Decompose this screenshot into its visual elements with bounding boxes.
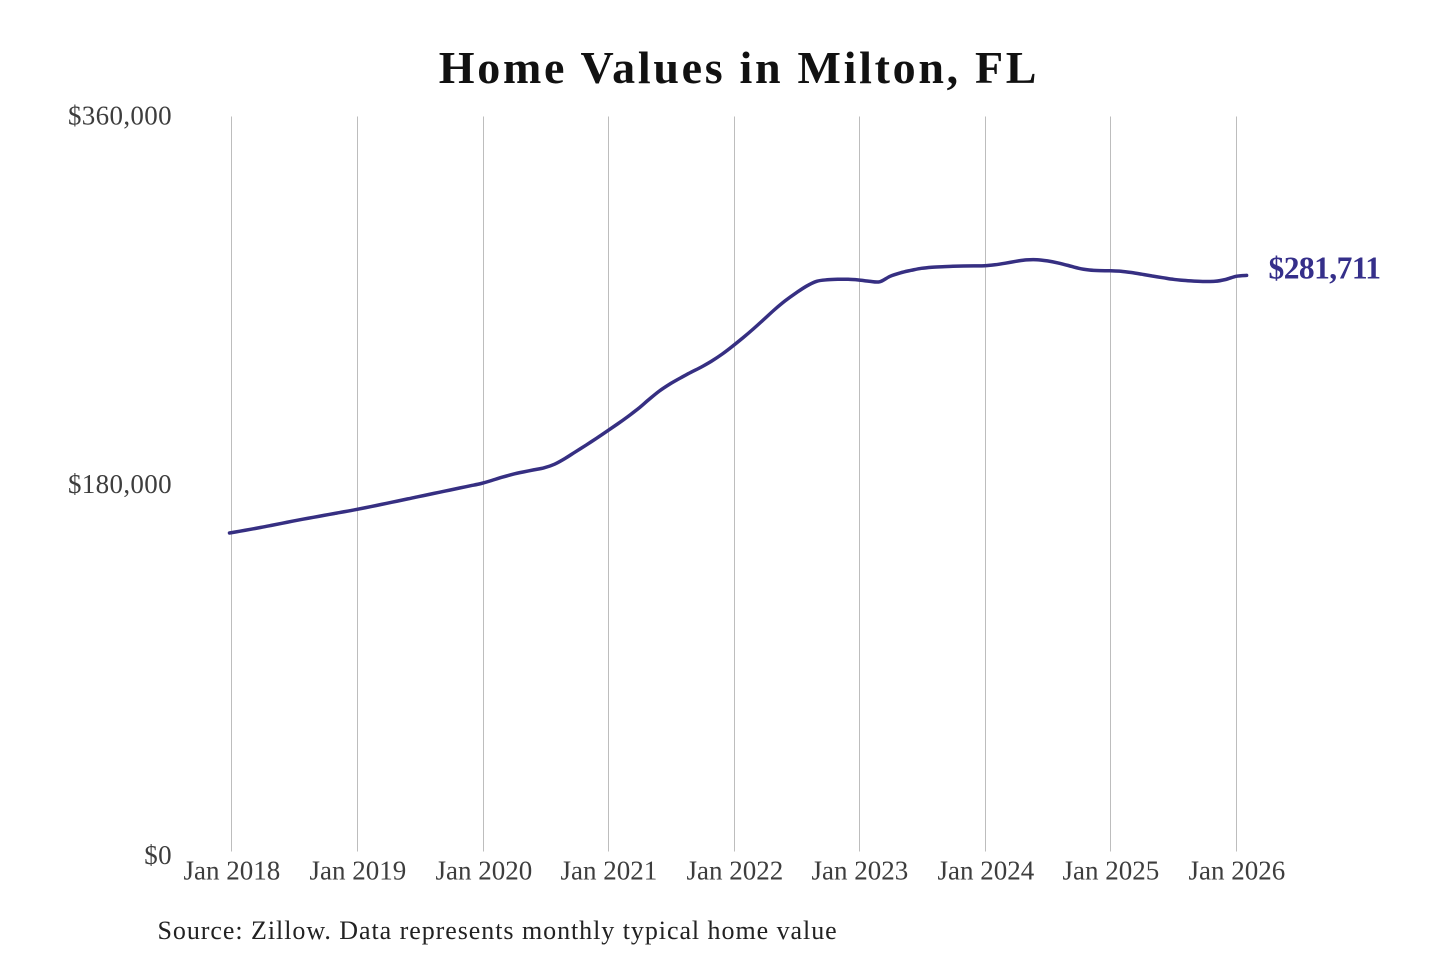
svg-text:Jan 2021: Jan 2021	[561, 856, 658, 886]
svg-text:Jan 2025: Jan 2025	[1063, 856, 1160, 886]
svg-text:$360,000: $360,000	[68, 101, 172, 131]
svg-text:Jan 2019: Jan 2019	[310, 856, 407, 886]
svg-text:$281,711: $281,711	[1269, 251, 1381, 286]
svg-text:Home Values in Milton, FL: Home Values in Milton, FL	[439, 42, 1039, 93]
svg-text:Jan 2022: Jan 2022	[687, 856, 784, 886]
svg-text:Source: Zillow. Data represent: Source: Zillow. Data represents monthly …	[158, 916, 838, 945]
svg-text:$0: $0	[144, 840, 172, 870]
svg-text:Jan 2018: Jan 2018	[184, 856, 281, 886]
svg-text:$180,000: $180,000	[68, 469, 172, 499]
svg-text:Jan 2020: Jan 2020	[436, 856, 533, 886]
svg-text:Jan 2026: Jan 2026	[1189, 856, 1286, 886]
svg-text:Jan 2023: Jan 2023	[812, 856, 909, 886]
svg-text:Jan 2024: Jan 2024	[938, 856, 1035, 886]
